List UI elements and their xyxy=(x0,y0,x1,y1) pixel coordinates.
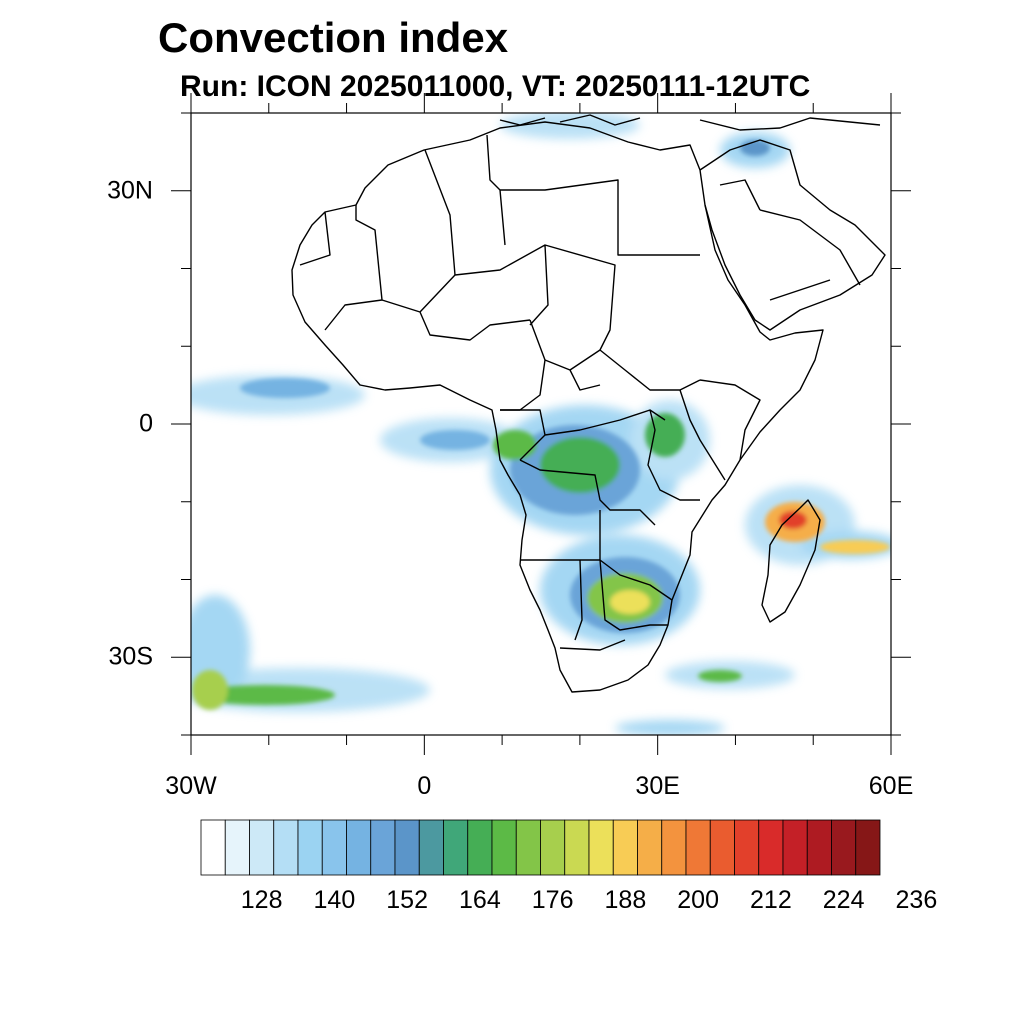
colorbar-box xyxy=(370,819,396,876)
colorbar-label: 188 xyxy=(604,886,647,914)
core-atlantic-band xyxy=(240,378,330,398)
colorbar-box xyxy=(515,819,541,876)
core-south-indian xyxy=(698,670,742,682)
lon-tick-label: 60E xyxy=(868,772,914,800)
colorbar-label: 200 xyxy=(677,886,719,914)
core-equatorial-atlantic xyxy=(420,430,490,450)
core-sw-corner xyxy=(192,670,228,710)
colorbar-label: 176 xyxy=(531,886,574,914)
halo-south-edge xyxy=(615,720,725,735)
border-east-africa xyxy=(647,379,761,501)
convection-field xyxy=(191,113,891,735)
colorbar-box xyxy=(491,819,517,876)
boundaries xyxy=(291,114,886,693)
colorbar-box xyxy=(661,819,687,876)
colorbar xyxy=(200,819,881,876)
colorbar-box xyxy=(346,819,372,876)
colorbar-box xyxy=(782,819,808,876)
chart-subtitle: Run: ICON 2025011000, VT: 20250111-12UTC xyxy=(180,70,811,103)
colorbar-box xyxy=(418,819,444,876)
colorbar-box xyxy=(467,819,493,876)
lon-tick-label: 30E xyxy=(635,772,680,800)
colorbar-box xyxy=(321,819,347,876)
colorbar-box xyxy=(249,819,275,876)
colorbar-box xyxy=(758,819,784,876)
lat-tick-label: 30N xyxy=(107,176,153,205)
colorbar-label: 140 xyxy=(313,886,356,914)
border-southern-africa xyxy=(520,510,673,651)
lon-tick-label: 30W xyxy=(165,772,217,800)
axis-ticks xyxy=(171,93,911,755)
core-east-africa xyxy=(645,413,685,457)
core-southern-africa-yellow xyxy=(610,590,650,614)
colorbar-box xyxy=(612,819,638,876)
border-north-africa xyxy=(424,134,700,276)
colorbar-box xyxy=(297,819,323,876)
colorbar-box xyxy=(855,819,881,876)
core-south-atlantic xyxy=(195,685,335,705)
colorbar-box xyxy=(564,819,590,876)
colorbar-box xyxy=(831,819,857,876)
colorbar-box xyxy=(588,819,614,876)
core-congo-green xyxy=(540,437,620,493)
arabia-coastline xyxy=(699,139,886,331)
core-indian-band xyxy=(820,540,890,554)
europe-coastline xyxy=(499,114,881,131)
colorbar-label: 224 xyxy=(822,886,865,914)
colorbar-label: 212 xyxy=(750,886,792,914)
colorbar-label: 128 xyxy=(240,886,283,914)
colorbar-box xyxy=(734,819,760,876)
africa-coastline xyxy=(291,121,824,693)
madagascar xyxy=(761,499,821,623)
border-sahel xyxy=(381,244,616,351)
colorbar-box xyxy=(709,819,735,876)
colorbar-box xyxy=(806,819,832,876)
colorbar-box xyxy=(273,819,299,876)
colorbar-label: 236 xyxy=(895,886,938,914)
lon-tick-label: 0 xyxy=(417,772,432,800)
chart-title: Convection index xyxy=(158,14,509,61)
border-arabia xyxy=(719,179,861,301)
colorbar-label: 164 xyxy=(459,886,501,914)
border-congo xyxy=(500,409,666,526)
colorbar-box xyxy=(224,819,250,876)
colorbar-box xyxy=(637,819,663,876)
colorbar-box xyxy=(540,819,566,876)
lat-tick-label: 30S xyxy=(108,642,153,671)
colorbar-box xyxy=(685,819,711,876)
core-gabon-green xyxy=(493,430,537,460)
colorbar-box xyxy=(394,819,420,876)
lat-tick-label: 0 xyxy=(139,409,153,438)
core-cyclone-inner xyxy=(779,511,807,529)
colorbar-box xyxy=(443,819,469,876)
colorbar-label: 152 xyxy=(386,886,428,914)
border-sahara-west xyxy=(299,205,383,331)
colorbar-box xyxy=(200,819,226,876)
